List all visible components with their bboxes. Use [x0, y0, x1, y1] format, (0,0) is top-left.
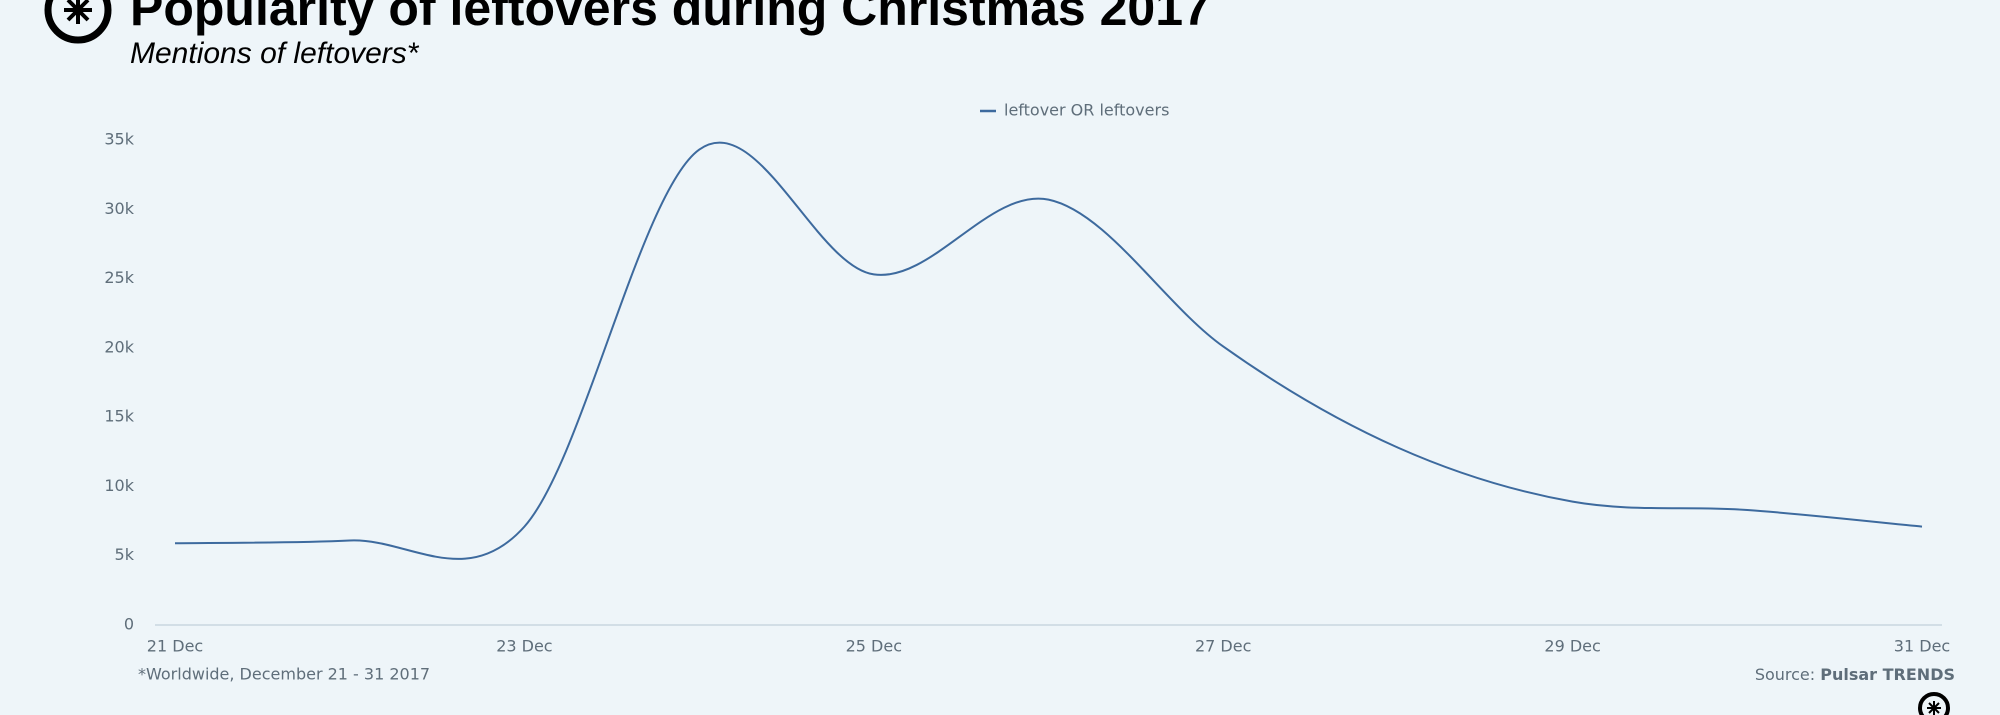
x-tick-label: 21 Dec: [147, 637, 203, 656]
chart-subtitle: Mentions of leftovers*: [130, 37, 420, 70]
y-tick-label: 35k: [104, 130, 134, 149]
y-tick-label: 25k: [104, 268, 134, 287]
legend-label: leftover OR leftovers: [1004, 101, 1169, 120]
x-tick-label: 25 Dec: [846, 637, 902, 656]
y-tick-label: 20k: [104, 337, 134, 356]
y-tick-label: 5k: [115, 545, 135, 564]
y-tick-label: 30k: [104, 199, 134, 218]
logo: [44, 0, 112, 44]
y-tick-label: 0: [124, 615, 134, 634]
source-prefix: Source:: [1755, 665, 1815, 684]
source: Source: Pulsar TRENDS: [1755, 665, 1955, 684]
x-tick-label: 27 Dec: [1195, 637, 1251, 656]
small-logo: [1918, 692, 1950, 715]
x-tick-label: 29 Dec: [1544, 637, 1600, 656]
footnote: *Worldwide, December 21 - 31 2017: [138, 665, 430, 684]
x-tick-label: 31 Dec: [1894, 637, 1950, 656]
x-tick-label: 23 Dec: [496, 637, 552, 656]
chart-title: Popularity of leftovers during Christmas…: [130, 0, 1211, 36]
y-tick-label: 10k: [104, 476, 134, 495]
source-name: Pulsar TRENDS: [1820, 665, 1955, 684]
series-line: [174, 141, 1923, 560]
y-tick-label: 15k: [104, 407, 134, 426]
